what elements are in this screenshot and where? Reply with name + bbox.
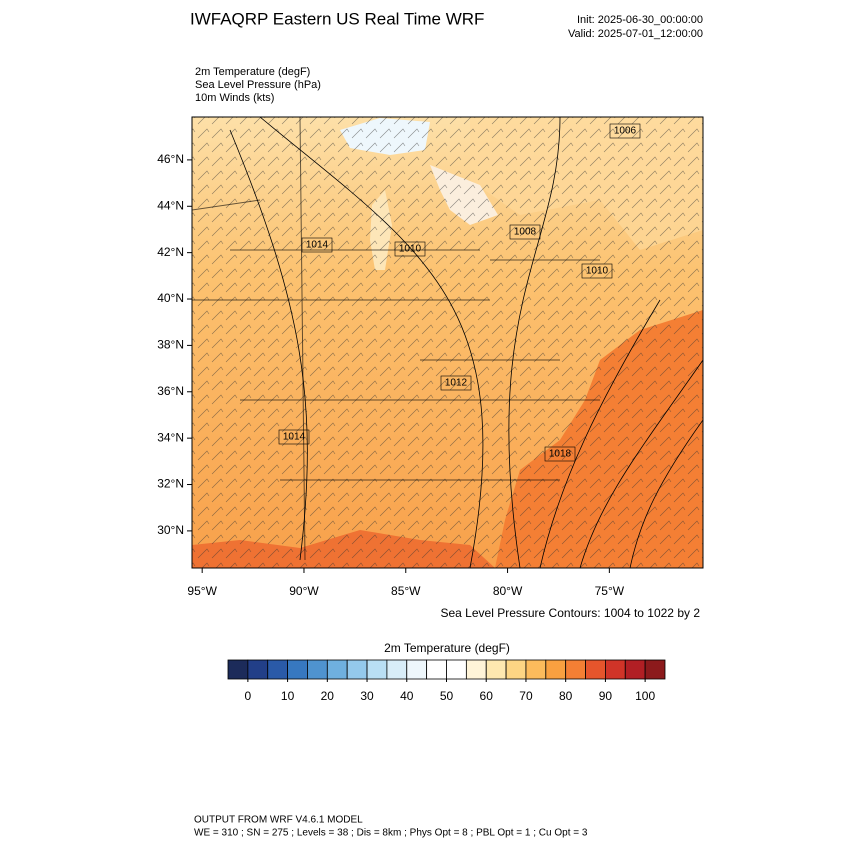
colorbar-tick-label: 40 bbox=[400, 689, 414, 703]
pressure-label: 1014 bbox=[283, 432, 306, 443]
lat-tick-label: 38°N bbox=[157, 338, 184, 352]
lon-tick-label: 80°W bbox=[493, 584, 523, 598]
colorbar-box bbox=[267, 659, 288, 680]
colorbar-box bbox=[426, 659, 447, 680]
pressure-label: 1010 bbox=[399, 244, 422, 255]
colorbar-box bbox=[505, 659, 527, 680]
pressure-label-box bbox=[440, 375, 472, 391]
pressure-label: 1018 bbox=[549, 449, 572, 460]
colorbar-box bbox=[307, 659, 328, 680]
colorbar-box bbox=[485, 659, 507, 680]
colorbar-tick-label: 10 bbox=[281, 689, 295, 703]
pressure-label-box bbox=[544, 446, 576, 462]
colorbar-tick-label: 80 bbox=[559, 689, 573, 703]
colorbar-box bbox=[247, 659, 269, 680]
field-label: Sea Level Pressure (hPa) bbox=[195, 79, 321, 91]
colorbar-box bbox=[346, 659, 368, 680]
lat-tick-label: 44°N bbox=[157, 198, 184, 212]
generated: 30°N 32°N 34°N 36°N 38°N 40°N 42°N 44°N 46°N 95°W… bbox=[157, 123, 666, 703]
footer-line: OUTPUT FROM WRF V4.6.1 MODEL bbox=[194, 815, 363, 826]
colorbar-tick-label: 50 bbox=[440, 689, 454, 703]
colorbar-box bbox=[366, 659, 388, 680]
pressure-label-box bbox=[581, 263, 613, 279]
lat-tick-label: 42°N bbox=[157, 245, 184, 259]
colorbar-box bbox=[406, 659, 428, 680]
lon-tick-label: 75°W bbox=[595, 584, 625, 598]
colorbar-box bbox=[585, 659, 606, 680]
colorbar-box bbox=[326, 659, 348, 680]
colorbar-tick-label: 90 bbox=[599, 689, 613, 703]
field-label: 10m Winds (kts) bbox=[195, 92, 274, 104]
pressure-label-box bbox=[301, 237, 333, 253]
colorbar-box bbox=[227, 659, 249, 680]
colorbar-box bbox=[446, 659, 467, 680]
field-label: 2m Temperature (degF) bbox=[195, 66, 310, 78]
colorbar-tick-label: 60 bbox=[480, 689, 494, 703]
lat-tick-label: 34°N bbox=[157, 430, 184, 444]
title: IWFAQRP Eastern US Real Time WRF bbox=[190, 9, 484, 28]
lat-tick-label: 46°N bbox=[157, 152, 184, 166]
lon-tick-label: 95°W bbox=[187, 584, 217, 598]
lat-tick-label: 32°N bbox=[157, 477, 184, 491]
colorbar-tick-label: 30 bbox=[360, 689, 374, 703]
state-borders bbox=[192, 117, 600, 561]
pressure-label: 1014 bbox=[306, 240, 329, 251]
init-time: Init: 2025-06-30_00:00:00 bbox=[577, 14, 703, 26]
pressure-label-box bbox=[509, 224, 541, 240]
colorbar-box bbox=[565, 659, 586, 680]
wind-barbs bbox=[192, 117, 703, 568]
colorbar-box bbox=[644, 659, 666, 680]
colorbar-tick-label: 100 bbox=[635, 689, 655, 703]
pressure-label: 1010 bbox=[586, 266, 609, 277]
pressure-label: 1006 bbox=[614, 126, 637, 137]
contour-note: Sea Level Pressure Contours: 1004 to 102… bbox=[441, 606, 701, 620]
colorbar-tick-label: 70 bbox=[519, 689, 533, 703]
isobars bbox=[229, 117, 703, 568]
colorbar-tick-label: 20 bbox=[321, 689, 335, 703]
map-field bbox=[192, 117, 703, 568]
colorbar-box bbox=[465, 659, 487, 680]
lon-tick-label: 85°W bbox=[391, 584, 421, 598]
colorbar-box bbox=[624, 659, 646, 680]
colorbar-box bbox=[386, 659, 408, 680]
colorbar-box bbox=[605, 659, 626, 680]
colorbar-tick-label: 0 bbox=[245, 689, 252, 703]
lon-tick-label: 90°W bbox=[289, 584, 319, 598]
lat-tick-label: 36°N bbox=[157, 384, 184, 398]
map-frame bbox=[191, 116, 704, 569]
colorbar-box bbox=[525, 659, 547, 680]
lat-tick-label: 40°N bbox=[157, 291, 184, 305]
lat-tick-label: 30°N bbox=[157, 523, 184, 537]
pressure-label-box bbox=[609, 123, 641, 139]
pressure-label-box bbox=[394, 241, 426, 257]
footer-line: WE = 310 ; SN = 275 ; Levels = 38 ; Dis … bbox=[194, 828, 588, 839]
colorbar-box bbox=[287, 659, 308, 680]
pressure-label: 1012 bbox=[445, 378, 468, 389]
pressure-label-box bbox=[278, 429, 310, 445]
valid-time: Valid: 2025-07-01_12:00:00 bbox=[568, 28, 703, 40]
pressure-label: 1008 bbox=[514, 227, 537, 238]
colorbar-title: 2m Temperature (degF) bbox=[384, 641, 510, 655]
colorbar-box bbox=[545, 659, 567, 680]
